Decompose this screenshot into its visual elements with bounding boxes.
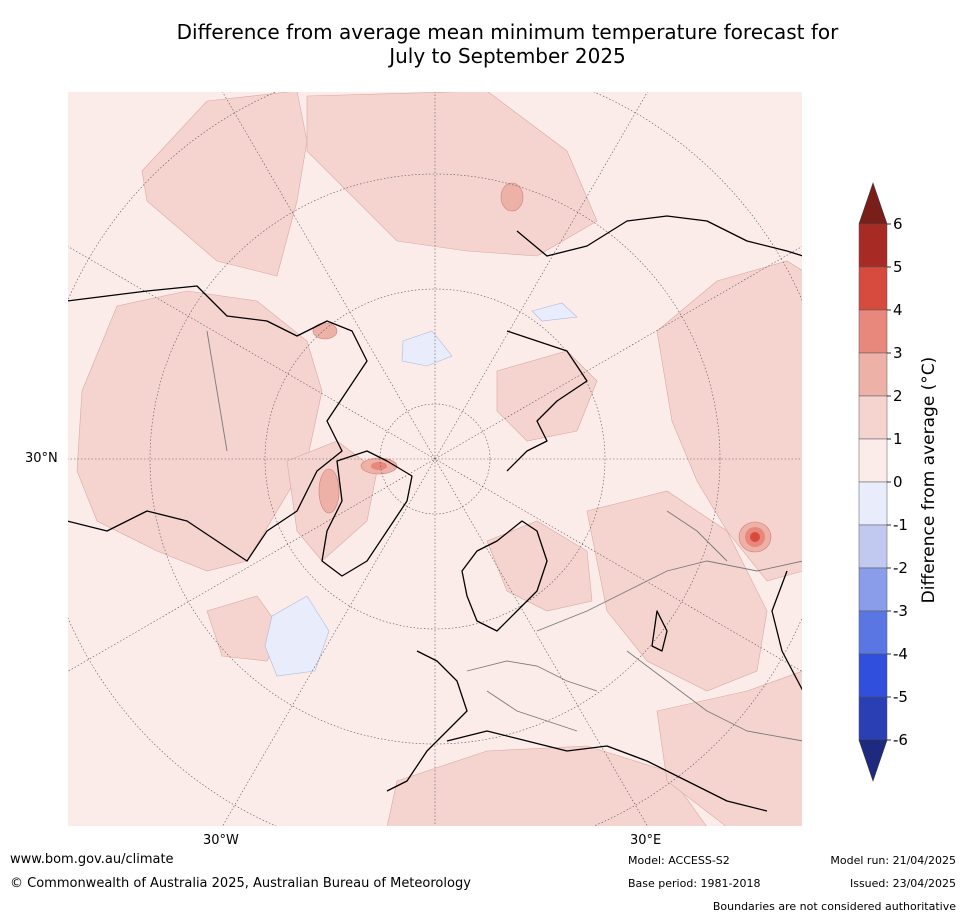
anomaly-region-north-pacific bbox=[141, 91, 308, 277]
anomaly-high-spots bbox=[371, 462, 765, 547]
coastline-eurasia-north bbox=[516, 215, 803, 257]
footer-copyright: © Commonwealth of Australia 2025, Austra… bbox=[10, 876, 471, 891]
colorbar-segments bbox=[858, 223, 888, 741]
colorbar-tick-label: -6 bbox=[893, 731, 908, 749]
colorbar-tick-label: -5 bbox=[893, 688, 908, 706]
footer-disclaimer: Boundaries are not considered authoritat… bbox=[712, 900, 956, 913]
colorbar-tick-label: 6 bbox=[893, 215, 903, 233]
border-north-america bbox=[206, 330, 228, 452]
border-russia-south bbox=[536, 560, 803, 632]
anomaly-region-north-america bbox=[76, 290, 323, 572]
graticule bbox=[67, 91, 803, 827]
colorbar-tick-label: -4 bbox=[893, 645, 908, 663]
anomaly-spot-alaska bbox=[312, 322, 338, 340]
anomaly-spot-greenland-3 bbox=[371, 462, 387, 470]
colorbar-segment bbox=[858, 524, 888, 569]
anomaly-spot-baffin bbox=[318, 468, 340, 514]
coastline-north-america bbox=[67, 285, 368, 562]
coastlines bbox=[67, 215, 803, 812]
colorbar-segment bbox=[858, 653, 888, 698]
title-line-1: Difference from average mean minimum tem… bbox=[176, 20, 839, 44]
coastline-siberia bbox=[506, 330, 588, 472]
coastline-east-asia bbox=[771, 570, 803, 692]
colorbar-tick-label: -2 bbox=[893, 559, 908, 577]
footer-model: Model: ACCESS-S2 bbox=[628, 854, 730, 867]
colorbar-segment bbox=[858, 481, 888, 526]
colorbar-segment bbox=[858, 610, 888, 655]
border-asia-a bbox=[626, 650, 803, 742]
anomaly-region-europe bbox=[486, 520, 593, 612]
anomaly-1-to-2-regions bbox=[76, 91, 803, 827]
colorbar-segment bbox=[858, 266, 888, 311]
chart-title: Difference from average mean minimum tem… bbox=[60, 20, 955, 68]
colorbar-label-text: Difference from average (°C) bbox=[919, 356, 939, 604]
colorbar-tick-label: 3 bbox=[893, 344, 903, 362]
coastline-scandinavia bbox=[461, 520, 548, 632]
anomaly-region-north-atlantic bbox=[306, 91, 598, 257]
latitude-circle-70 bbox=[264, 288, 606, 630]
colorbar-segment bbox=[858, 352, 888, 397]
anomaly-spot-north-atlantic bbox=[500, 182, 524, 212]
colorbar-tick-label: 5 bbox=[893, 258, 903, 276]
anomaly-region-central-asia bbox=[586, 490, 768, 692]
polar-map bbox=[67, 91, 803, 827]
coastline-caspian bbox=[651, 610, 668, 652]
colorbar-segment bbox=[858, 395, 888, 440]
colorbar-segment bbox=[858, 438, 888, 483]
colorbar-segment bbox=[858, 309, 888, 354]
country-borders bbox=[206, 330, 803, 742]
colorbar-ticks: 6 5 4 3 2 1 0 -1 -2 -3 -4 -5 -6 bbox=[887, 215, 908, 749]
colorbar-bottom-arrow bbox=[858, 739, 888, 782]
longitude-label-30e: 30°E bbox=[630, 833, 662, 848]
colorbar-top-arrow bbox=[858, 182, 888, 225]
anomaly-negative-arctic bbox=[401, 330, 453, 367]
colorbar-segment bbox=[858, 223, 888, 268]
title-line-2: July to September 2025 bbox=[389, 44, 626, 68]
colorbar-tick-label: 2 bbox=[893, 387, 903, 405]
anomaly-negative-kamchatka bbox=[531, 302, 578, 322]
footer-base-period: Base period: 1981-2018 bbox=[628, 877, 761, 890]
anomaly-region-pacific-east bbox=[656, 670, 803, 827]
border-europe-b bbox=[486, 690, 578, 732]
colorbar-segment bbox=[858, 696, 888, 741]
anomaly-negative-regions bbox=[264, 302, 578, 677]
anomaly-spot-baikal-4 bbox=[750, 532, 760, 542]
latitude-label-30n: 30°N bbox=[25, 451, 58, 466]
border-europe-a bbox=[466, 660, 598, 692]
colorbar-tick-label: -1 bbox=[893, 516, 908, 534]
anomaly-negative-atlantic bbox=[264, 595, 330, 677]
coastline-europe-west bbox=[386, 650, 468, 792]
colorbar-segment bbox=[858, 567, 888, 612]
colorbar-label: Difference from average (°C) bbox=[918, 340, 940, 620]
colorbar-tick-label: -3 bbox=[893, 602, 908, 620]
colorbar-tick-label: 1 bbox=[893, 430, 903, 448]
footer-website: www.bom.gov.au/climate bbox=[10, 852, 174, 867]
colorbar-tick-label: 4 bbox=[893, 301, 903, 319]
latitude-circle-60 bbox=[149, 173, 721, 745]
border-asia-b bbox=[666, 510, 728, 562]
colorbar-tick-label: 0 bbox=[893, 473, 903, 491]
footer-issued: Issued: 23/04/2025 bbox=[849, 877, 956, 890]
coastline-greenland bbox=[321, 450, 413, 577]
colorbar: 6 5 4 3 2 1 0 -1 -2 -3 -4 -5 -6 bbox=[858, 182, 908, 782]
longitude-label-30w: 30°W bbox=[203, 833, 239, 848]
map-frame bbox=[67, 91, 803, 827]
coastline-mediterranean bbox=[446, 730, 768, 812]
footer-model-run: Model run: 21/04/2025 bbox=[830, 854, 956, 867]
